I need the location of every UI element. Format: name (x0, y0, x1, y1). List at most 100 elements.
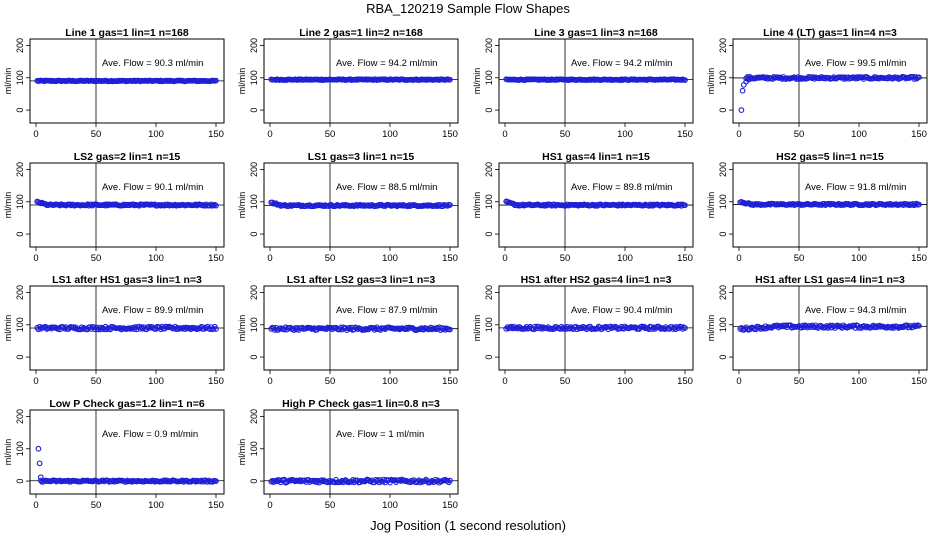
x-tick-label: 0 (267, 129, 272, 140)
data-point (799, 322, 806, 329)
y-tick-label: 0 (484, 108, 494, 113)
data-point (103, 326, 110, 333)
y-axis-label: ml/min (472, 192, 482, 219)
y-axis-label: ml/min (472, 315, 482, 342)
ave-flow-annotation: Ave. Flow = 90.1 ml/min (102, 182, 203, 193)
x-tick-label: 0 (502, 376, 507, 387)
y-tick-label: 200 (484, 285, 494, 300)
panel-title: LS1 after LS2 gas=3 lin=1 n=3 (287, 274, 436, 286)
data-point (522, 325, 529, 332)
ave-flow-annotation: Ave. Flow = 94.2 ml/min (571, 58, 672, 69)
data-point (658, 326, 664, 332)
x-tick-label: 150 (208, 253, 224, 264)
y-tick-label: 100 (15, 317, 25, 332)
data-point (614, 202, 621, 209)
y-tick-label: 200 (249, 38, 259, 53)
panel-2: Line 2 gas=1 lin=2 n=168 0 100 200 ml/min 0 50… (237, 27, 459, 140)
ave-flow-annotation: Ave. Flow = 91.8 ml/min (805, 182, 906, 193)
panel-11: HS1 after HS2 gas=4 lin=1 n=3 0 100 200 ml/m… (472, 274, 694, 387)
x-tick-label: 150 (677, 376, 693, 387)
x-tick-label: 100 (382, 253, 398, 264)
x-tick-label: 0 (33, 500, 38, 511)
x-tick-label: 0 (267, 376, 272, 387)
x-tick-label: 100 (851, 376, 867, 387)
x-tick-label: 100 (382, 500, 398, 511)
x-tick-label: 0 (502, 253, 507, 264)
y-tick-label: 0 (15, 232, 25, 237)
x-tick-label: 150 (208, 500, 224, 511)
data-point (447, 202, 453, 208)
x-tick-label: 150 (442, 129, 458, 140)
y-tick-label: 100 (484, 70, 494, 85)
y-tick-label: 0 (15, 108, 25, 113)
x-tick-label: 0 (267, 500, 272, 511)
x-tick-label: 50 (794, 253, 805, 264)
page-title: RBA_120219 Sample Flow Shapes (366, 1, 570, 16)
y-axis-label: ml/min (706, 315, 716, 342)
plot-frame (498, 38, 694, 124)
panel-title: High P Check gas=1 lin=0.8 n=3 (282, 398, 440, 410)
panel-title: HS2 gas=5 lin=1 n=15 (776, 151, 884, 163)
panel-title: Line 1 gas=1 lin=1 n=168 (65, 27, 189, 39)
x-tick-label: 150 (442, 500, 458, 511)
y-tick-label: 0 (249, 479, 259, 484)
x-tick-label: 150 (442, 376, 458, 387)
panel-8: HS2 gas=5 lin=1 n=15 0 100 200 ml/min 0 50 100 1… (706, 151, 928, 264)
x-tick-label: 0 (33, 129, 38, 140)
ave-flow-annotation: Ave. Flow = 88.5 ml/min (336, 182, 437, 193)
data-point (111, 478, 117, 485)
x-tick-label: 50 (325, 129, 336, 140)
y-tick-label: 200 (249, 162, 259, 177)
y-axis-label: ml/min (237, 68, 247, 95)
data-point (678, 202, 685, 209)
y-tick-label: 100 (15, 441, 25, 456)
panel-12: HS1 after LS1 gas=4 lin=1 n=3 0 100 200 ml/m… (706, 274, 928, 387)
y-tick-label: 100 (718, 317, 728, 332)
data-point (213, 202, 219, 209)
x-tick-label: 0 (736, 253, 741, 264)
data-point (682, 325, 688, 331)
y-tick-label: 100 (484, 317, 494, 332)
x-tick-label: 150 (208, 376, 224, 387)
x-tick-label: 100 (148, 500, 164, 511)
ave-flow-annotation: Ave. Flow = 90.4 ml/min (571, 305, 672, 316)
y-axis-label: ml/min (3, 68, 13, 95)
panel-title: HS1 after LS1 gas=4 lin=1 n=3 (755, 274, 905, 286)
y-axis-label: ml/min (237, 315, 247, 342)
data-point (337, 479, 344, 485)
panel-title: LS1 gas=3 lin=1 n=15 (308, 151, 415, 163)
y-axis-label: ml/min (237, 192, 247, 219)
panel-title: HS1 gas=4 lin=1 n=15 (542, 151, 650, 163)
y-tick-label: 200 (15, 409, 25, 424)
panel-5: LS2 gas=2 lin=1 n=15 0 100 200 ml/min 0 50 100 1… (3, 151, 225, 264)
x-tick-label: 50 (91, 376, 102, 387)
plot-frame (732, 162, 928, 248)
ave-flow-annotation: Ave. Flow = 90.3 ml/min (102, 58, 203, 69)
y-axis-label: ml/min (706, 68, 716, 95)
y-tick-label: 0 (718, 355, 728, 360)
panel-14: High P Check gas=1 lin=0.8 n=3 0 100 200 ml/… (237, 398, 459, 511)
y-tick-label: 0 (249, 108, 259, 113)
x-tick-label: 150 (677, 129, 693, 140)
data-point (739, 87, 746, 94)
y-tick-label: 200 (15, 285, 25, 300)
panel-7: HS1 gas=4 lin=1 n=15 0 100 200 ml/min 0 50 100 1… (472, 151, 694, 264)
y-tick-label: 200 (484, 38, 494, 53)
data-point (504, 198, 511, 205)
data-point (916, 201, 922, 208)
y-tick-label: 100 (718, 194, 728, 209)
y-tick-label: 200 (718, 38, 728, 53)
ave-flow-annotation: Ave. Flow = 89.8 ml/min (571, 182, 672, 193)
y-tick-label: 200 (249, 285, 259, 300)
panel-10: LS1 after LS2 gas=3 lin=1 n=3 0 100 200 ml/m… (237, 274, 459, 387)
data-point (447, 326, 453, 333)
data-point (145, 323, 152, 330)
data-point (916, 74, 922, 81)
data-point (213, 326, 219, 332)
panel-1: Line 1 gas=1 lin=1 n=168 0 100 200 ml/min 0 50… (3, 27, 225, 140)
data-point (213, 478, 219, 485)
x-tick-label: 100 (617, 253, 633, 264)
y-axis-label: ml/min (706, 192, 716, 219)
plot-frame (263, 38, 459, 124)
